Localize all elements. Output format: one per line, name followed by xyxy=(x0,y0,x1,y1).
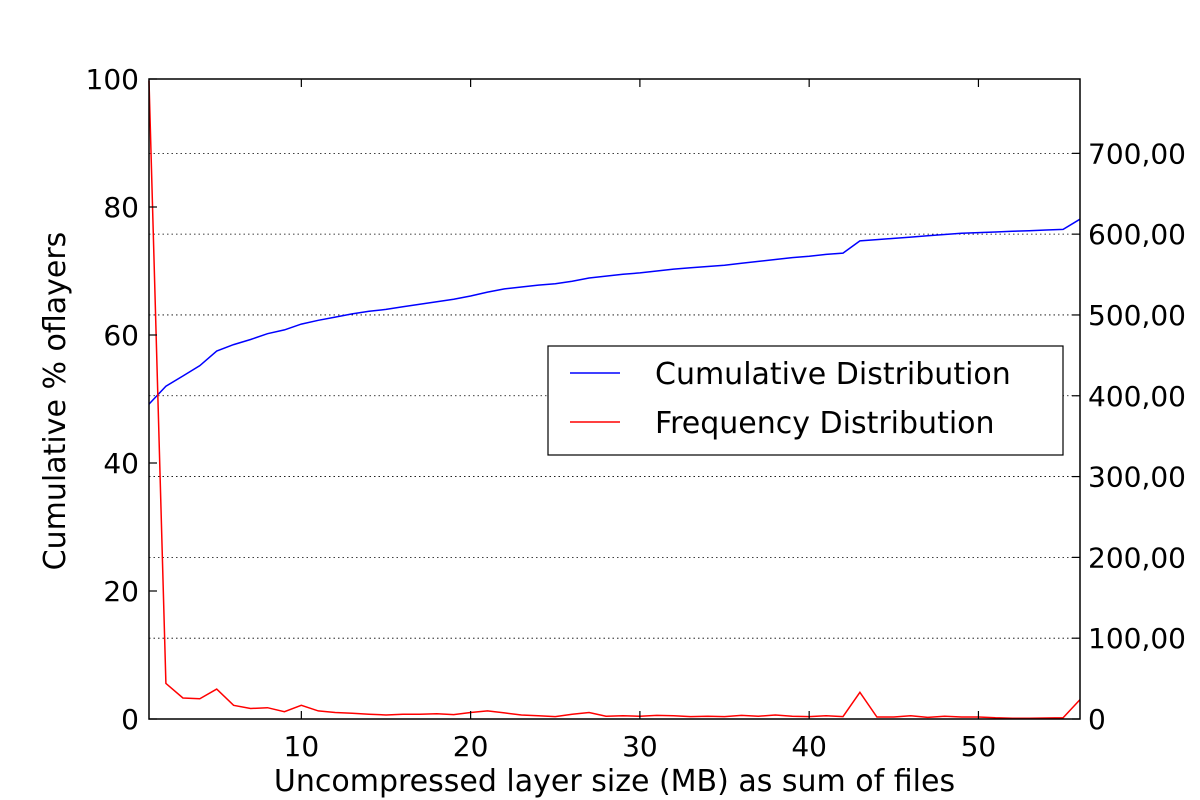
x-tick-label: 20 xyxy=(453,730,489,763)
legend-label-frequency: Frequency Distribution xyxy=(655,406,995,441)
x-tick-label: 40 xyxy=(791,730,827,763)
y2-tick-label: 0 xyxy=(1088,703,1106,736)
x-tick-label: 10 xyxy=(284,730,320,763)
y-tick-label: 80 xyxy=(103,191,139,224)
y2-tick-label: 700,00 xyxy=(1088,137,1186,170)
y-tick-label: 100 xyxy=(86,63,139,96)
legend-label-cumulative: Cumulative Distribution xyxy=(655,357,1011,392)
y-axis-label: Cumulative % oflayers xyxy=(38,232,73,571)
y2-tick-label: 200,00 xyxy=(1088,541,1186,574)
legend: Cumulative Distribution Frequency Distri… xyxy=(547,345,1064,456)
y2-tick-label: 600,00 xyxy=(1088,218,1186,251)
y-tick-label: 40 xyxy=(103,447,139,480)
y-tick-label: 60 xyxy=(103,319,139,352)
y2-tick-label: 300,00 xyxy=(1088,461,1186,494)
x-axis-label: Uncompressed layer size (MB) as sum of f… xyxy=(274,764,955,799)
y-tick-label: 20 xyxy=(103,575,139,608)
y2-tick-label: 400,00 xyxy=(1088,380,1186,413)
series-line-cumulative xyxy=(148,218,1081,405)
y-tick-label: 0 xyxy=(121,703,139,736)
axes: 10 20 30 40 50 0 20 40 60 80 100 0 100,00 200,00 300,0… xyxy=(86,63,1186,763)
plot-frame xyxy=(148,78,1081,720)
series-line-frequency xyxy=(148,80,1081,719)
x-tick-label: 50 xyxy=(961,730,997,763)
y2-tick-label: 100,00 xyxy=(1088,622,1186,655)
y2-tick-label: 500,00 xyxy=(1088,299,1186,332)
legend-box xyxy=(547,345,1064,456)
plot-area xyxy=(148,80,1081,719)
x-tick-label: 30 xyxy=(622,730,658,763)
